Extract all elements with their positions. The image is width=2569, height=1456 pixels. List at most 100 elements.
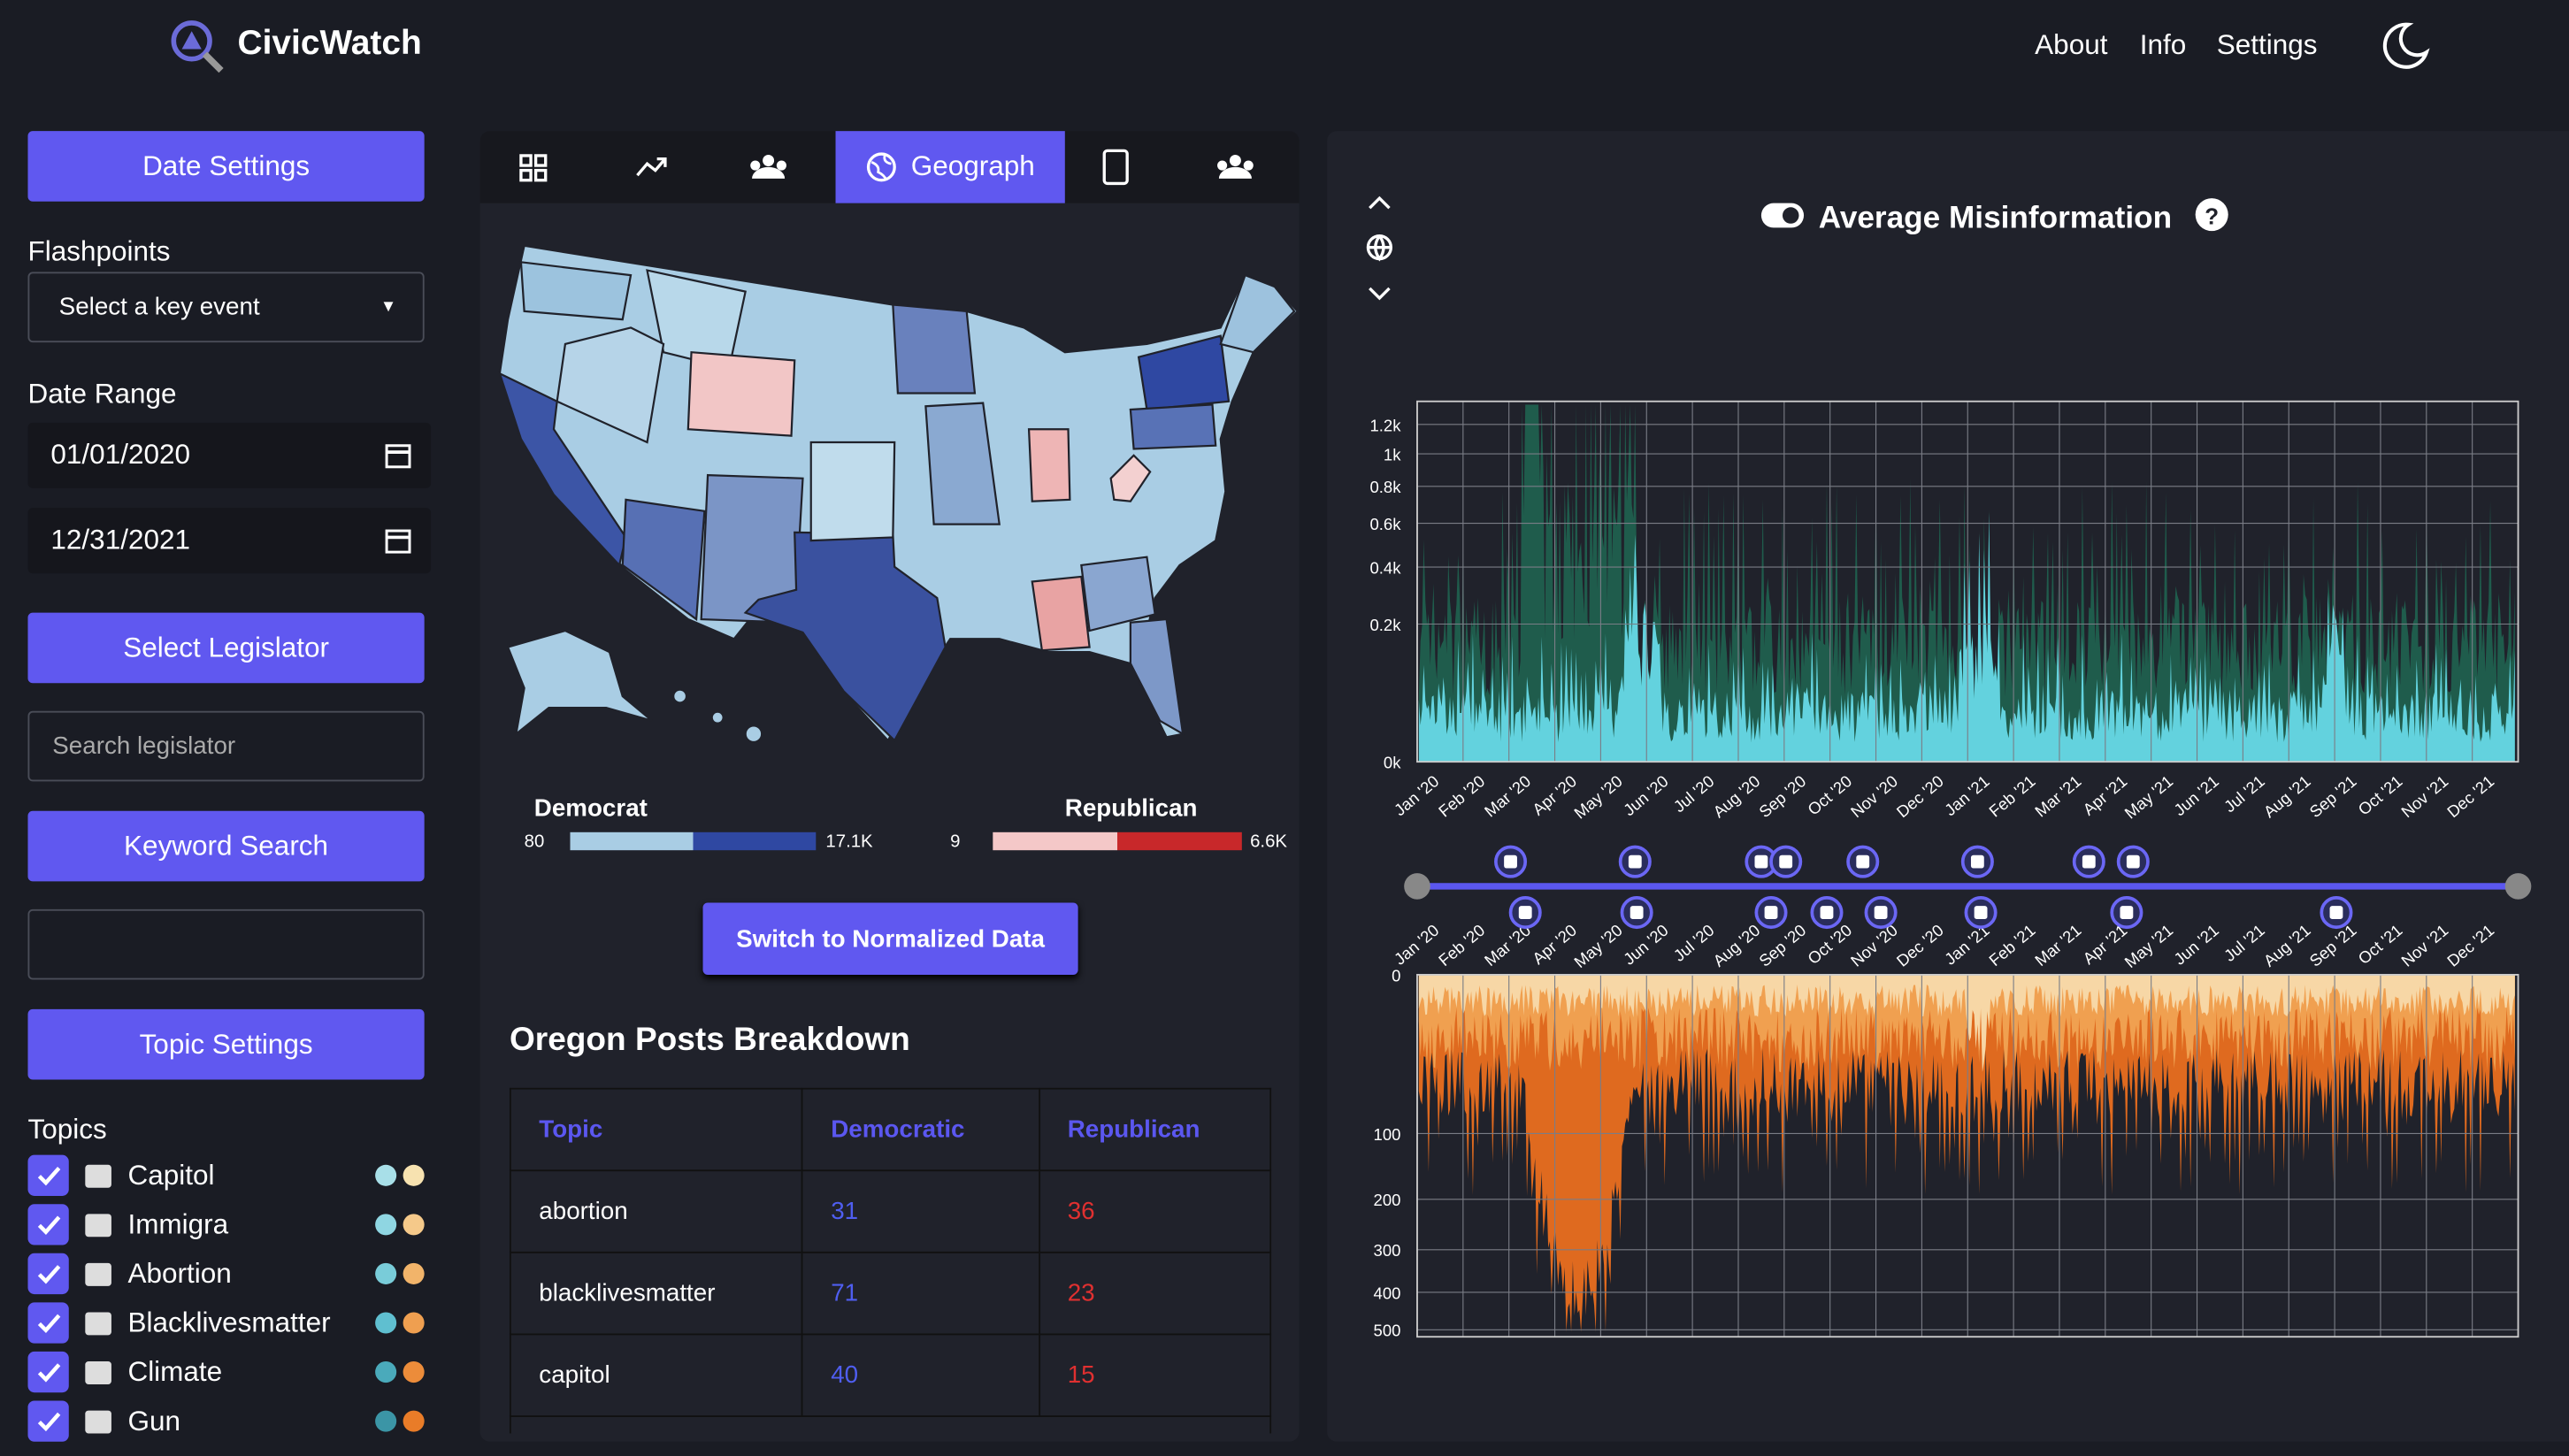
topic-label: Climate (127, 1355, 223, 1387)
header-cell: Topic (509, 1087, 803, 1172)
nav-settings[interactable]: Settings (2216, 29, 2318, 61)
topic-colors (375, 1262, 425, 1284)
logo (171, 20, 224, 73)
side-controls[interactable] (1366, 195, 1393, 301)
legend-rep-bar (993, 831, 1242, 851)
tab-people[interactable] (763, 155, 775, 166)
x-tick-label: Jun '21 (2170, 771, 2222, 819)
x-tick-label: Mar '20 (1481, 771, 1534, 820)
breakdown-title: Oregon Posts Breakdown (509, 1022, 910, 1059)
globe-icon (866, 152, 896, 182)
table-wrap: Topic Democratic Republican abortion 31 36 bla… (509, 1087, 1272, 1434)
header-row: Topic Democratic Republican (509, 1087, 1272, 1172)
timeline-label: Mar '21 (2031, 921, 2084, 969)
check (36, 1166, 60, 1185)
event-icon (1874, 906, 1888, 919)
x-tick-label: Aug '20 (1709, 771, 1763, 821)
header-cell: Democratic (801, 1087, 1040, 1172)
check (36, 1215, 60, 1235)
topic-row[interactable]: Gun (27, 1400, 429, 1442)
x-tick-label: Feb '20 (1435, 771, 1488, 820)
table-cell: 36 (1038, 1169, 1272, 1253)
timeline-handle[interactable] (1404, 873, 1430, 900)
event-icon (2329, 906, 2343, 919)
timeline-label: Aug '21 (2260, 921, 2314, 970)
table-row (509, 1415, 1272, 1434)
topic-colors (375, 1361, 425, 1383)
help-icon[interactable] (2195, 198, 2228, 232)
y-tick-label: 0 (1392, 966, 1400, 985)
table-cell: 31 (801, 1169, 1040, 1253)
breakdown-table: Topic Democratic Republican abortion 31 36 bla… (509, 1087, 1272, 1434)
table-row: abortion 31 36 (509, 1169, 1272, 1253)
brand[interactable]: CivicWatch (237, 24, 422, 63)
nav-info[interactable]: Info (2139, 29, 2187, 61)
timeline-label: Jun '20 (1620, 921, 1672, 969)
event-icon (1779, 854, 1793, 869)
caret: ▼ (380, 298, 397, 317)
x-tick-label: May '21 (2120, 771, 2176, 822)
topic-row[interactable]: Abortion (27, 1253, 429, 1295)
theme-toggle[interactable] (2379, 19, 2431, 72)
topic-label: Gun (127, 1405, 180, 1437)
tab-legislators[interactable] (1229, 155, 1241, 166)
flashpoints-select[interactable]: Select a key event ▼ (27, 272, 425, 343)
date-settings-button[interactable]: Date Settings (27, 131, 425, 202)
select-legislator-button[interactable]: Select Legislator (27, 612, 425, 684)
tab-geography[interactable]: Geograph (835, 131, 1065, 203)
topic-row[interactable]: Capitol (27, 1154, 429, 1196)
tab-trends[interactable] (636, 157, 667, 177)
timeline-label: Feb '21 (1985, 921, 2038, 969)
color-dot (375, 1361, 397, 1383)
check (36, 1411, 60, 1431)
topic-row[interactable]: Blacklivesmatter (27, 1302, 429, 1344)
topic-row[interactable]: Immigra (27, 1204, 429, 1245)
topic-colors (375, 1164, 425, 1186)
legend-dem-bar (570, 831, 817, 851)
topic-icon (85, 1360, 111, 1384)
timeline-handle[interactable] (2504, 873, 2532, 900)
checkbox (27, 1204, 69, 1245)
y-tick-label: 0.4k (1369, 558, 1401, 577)
topic-icon (85, 1213, 111, 1237)
search-legislator[interactable]: Search legislator (27, 710, 425, 782)
x-tick-label: Jun '20 (1620, 771, 1672, 819)
keyword-search-button[interactable]: Keyword Search (27, 810, 425, 882)
us-map[interactable] (497, 244, 1300, 744)
x-tick-label: Apr '21 (2079, 771, 2130, 818)
x-tick-label: Nov '20 (1847, 771, 1901, 821)
checkbox (27, 1351, 69, 1393)
x-tick-label: Sep '20 (1755, 771, 1809, 821)
checkbox (27, 1253, 69, 1295)
keyword-input[interactable] (27, 908, 425, 980)
legend-rep-max: 6.6K (1250, 831, 1288, 853)
y-tick-label: 0k (1384, 754, 1401, 772)
flashpoints-label: Flashpoints (27, 235, 171, 267)
normalize-button[interactable]: Switch to Normalized Data (702, 902, 1078, 975)
nav-about[interactable]: About (2035, 29, 2108, 61)
tab-label: Geograph (910, 150, 1035, 182)
timeline-label: Oct '21 (2354, 921, 2405, 968)
x-tick-label: Dec '21 (2443, 771, 2497, 821)
y-tick-label: 0.6k (1369, 515, 1401, 533)
help-glyph: ? (2205, 205, 2219, 230)
event-icon (1974, 906, 1988, 919)
event-icon (1820, 906, 1834, 919)
event-icon (1518, 906, 1532, 919)
table-cell: 15 (1038, 1333, 1272, 1417)
y-tick-label: 1.2k (1369, 416, 1401, 434)
topic-settings-button[interactable]: Topic Settings (27, 1008, 425, 1080)
end-date[interactable]: 12/31/2021 (27, 508, 432, 574)
x-tick-label: Aug '21 (2260, 771, 2314, 821)
calendar-icon (385, 529, 411, 554)
topic-label: Blacklivesmatter (127, 1306, 331, 1338)
timeline-label: Nov '20 (1847, 921, 1901, 970)
tab-overview[interactable] (519, 154, 533, 167)
x-tick-label: Jan '21 (1941, 771, 1993, 819)
tab-device[interactable] (1102, 149, 1129, 186)
topic-row[interactable]: Climate (27, 1351, 429, 1393)
start-date[interactable]: 01/01/2020 (27, 422, 432, 488)
calendar-icon (385, 444, 411, 469)
topics-label: Topics (27, 1114, 107, 1146)
